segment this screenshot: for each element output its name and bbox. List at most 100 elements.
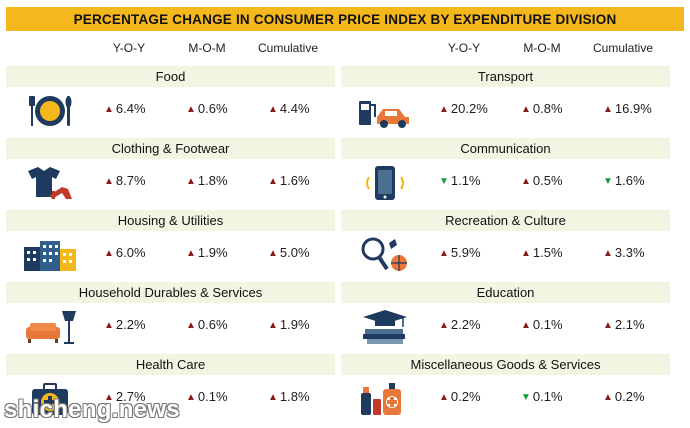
- category-values-row: ▲ 2.2% ▲ 0.1% ▲ 2.1%: [341, 303, 670, 348]
- cum-value: ▲ 3.3%: [603, 245, 645, 260]
- mom-value-text: 0.1%: [197, 389, 228, 404]
- yoy-value: ▲ 2.2%: [439, 317, 481, 332]
- yoy-value: ▼ 1.1%: [439, 173, 481, 188]
- mom-value-text: 0.6%: [197, 317, 228, 332]
- category-values-row: ▲ 20.2% ▲ 0.8% ▲ 16.9%: [341, 87, 670, 132]
- increase-arrow-icon: ▲: [104, 248, 114, 259]
- right-column: Y-O-Y M-O-M Cumulative Transport ▲ 20.2% ▲ 0…: [341, 35, 670, 420]
- yoy-value-text: 0.2%: [450, 389, 481, 404]
- mom-value-text: 0.5%: [532, 173, 563, 188]
- increase-arrow-icon: ▲: [186, 104, 196, 115]
- yoy-value-text: 2.7%: [115, 389, 146, 404]
- cum-value: ▲ 4.4%: [268, 101, 310, 116]
- cum-value: ▲ 2.1%: [603, 317, 645, 332]
- category-values-row: ▼ 1.1% ▲ 0.5% ▼ 1.6%: [341, 159, 670, 204]
- cum-value-text: 1.9%: [279, 317, 310, 332]
- increase-arrow-icon: ▲: [603, 392, 613, 403]
- yoy-value: ▲ 2.2%: [104, 317, 146, 332]
- mom-value-text: 0.8%: [532, 101, 563, 116]
- page-title: PERCENTAGE CHANGE IN CONSUMER PRICE INDE…: [73, 11, 617, 27]
- category-values-row: ▲ 6.0% ▲ 1.9% ▲ 5.0%: [6, 231, 335, 276]
- yoy-value: ▲ 0.2%: [439, 389, 481, 404]
- category-values-row: ▲ 5.9% ▲ 1.5% ▲ 3.3%: [341, 231, 670, 276]
- cum-value: ▲ 1.6%: [268, 173, 310, 188]
- category-block: Clothing & Footwear ▲ 8.7% ▲ 1.8% ▲ 1.6%: [6, 138, 335, 204]
- increase-arrow-icon: ▲: [104, 176, 114, 187]
- increase-arrow-icon: ▲: [521, 248, 531, 259]
- decrease-arrow-icon: ▼: [521, 392, 531, 403]
- yoy-value-text: 2.2%: [115, 317, 146, 332]
- column-header-row: Y-O-Y M-O-M Cumulative: [6, 35, 335, 60]
- increase-arrow-icon: ▲: [439, 320, 449, 331]
- category-block: Housing & Utilities ▲ 6.0% ▲ 1.9% ▲ 5.0%: [6, 210, 335, 276]
- cum-value: ▲ 0.2%: [603, 389, 645, 404]
- fuel-car-icon: [357, 93, 413, 129]
- increase-arrow-icon: ▲: [521, 104, 531, 115]
- yoy-value-text: 20.2%: [450, 101, 488, 116]
- cum-value-text: 16.9%: [614, 101, 652, 116]
- header-yoy: Y-O-Y: [447, 40, 481, 55]
- increase-arrow-icon: ▲: [268, 104, 278, 115]
- cum-value-text: 1.8%: [279, 389, 310, 404]
- mom-value: ▲ 0.6%: [186, 317, 228, 332]
- clothing-icon: [22, 165, 78, 201]
- decrease-arrow-icon: ▼: [439, 176, 449, 187]
- category-values-row: ▲ 8.7% ▲ 1.8% ▲ 1.6%: [6, 159, 335, 204]
- header-yoy: Y-O-Y: [112, 40, 146, 55]
- yoy-value-text: 6.0%: [115, 245, 146, 260]
- category-values-row: ▲ 2.7% ▲ 0.1% ▲ 1.8%: [6, 375, 335, 420]
- yoy-value: ▲ 2.7%: [104, 389, 146, 404]
- increase-arrow-icon: ▲: [521, 320, 531, 331]
- yoy-value: ▲ 20.2%: [439, 101, 488, 116]
- category-label: Housing & Utilities: [6, 210, 335, 231]
- increase-arrow-icon: ▲: [104, 320, 114, 331]
- header-mom: M-O-M: [188, 40, 226, 55]
- mom-value: ▲ 1.5%: [521, 245, 563, 260]
- mom-value: ▲ 1.9%: [186, 245, 228, 260]
- category-values-row: ▲ 2.2% ▲ 0.6% ▲ 1.9%: [6, 303, 335, 348]
- cum-value-text: 4.4%: [279, 101, 310, 116]
- category-block: Miscellaneous Goods & Services ▲ 0.2% ▼ 0.1%…: [341, 354, 670, 420]
- mom-value-text: 1.9%: [197, 245, 228, 260]
- category-values-row: ▲ 6.4% ▲ 0.6% ▲ 4.4%: [6, 87, 335, 132]
- food-plate-icon: [22, 93, 78, 129]
- sofa-lamp-icon: [22, 309, 78, 345]
- category-label: Transport: [341, 66, 670, 87]
- yoy-value-text: 6.4%: [115, 101, 146, 116]
- mom-value-text: 0.1%: [532, 389, 563, 404]
- cum-value-text: 1.6%: [279, 173, 310, 188]
- mom-value: ▲ 0.5%: [521, 173, 563, 188]
- increase-arrow-icon: ▲: [186, 392, 196, 403]
- category-label: Clothing & Footwear: [6, 138, 335, 159]
- cum-value: ▲ 16.9%: [603, 101, 652, 116]
- category-label: Communication: [341, 138, 670, 159]
- mom-value-text: 1.5%: [532, 245, 563, 260]
- cum-value-text: 1.6%: [614, 173, 645, 188]
- mom-value: ▲ 0.1%: [186, 389, 228, 404]
- header-cumulative: Cumulative: [257, 40, 319, 55]
- category-block: Food ▲ 6.4% ▲ 0.6% ▲ 4.4%: [6, 66, 335, 132]
- housing-icon: [22, 237, 78, 273]
- category-label: Education: [341, 282, 670, 303]
- category-label: Household Durables & Services: [6, 282, 335, 303]
- category-block: Recreation & Culture ▲ 5.9% ▲ 1.5% ▲ 3.3%: [341, 210, 670, 276]
- cum-value-text: 3.3%: [614, 245, 645, 260]
- category-label: Food: [6, 66, 335, 87]
- yoy-value: ▲ 6.4%: [104, 101, 146, 116]
- increase-arrow-icon: ▲: [104, 104, 114, 115]
- increase-arrow-icon: ▲: [439, 104, 449, 115]
- cum-value-text: 2.1%: [614, 317, 645, 332]
- increase-arrow-icon: ▲: [104, 392, 114, 403]
- increase-arrow-icon: ▲: [186, 320, 196, 331]
- category-block: Education ▲ 2.2% ▲ 0.1% ▲ 2.1%: [341, 282, 670, 348]
- category-label: Health Care: [6, 354, 335, 375]
- title-bar: PERCENTAGE CHANGE IN CONSUMER PRICE INDE…: [6, 7, 684, 31]
- header-mom: M-O-M: [523, 40, 561, 55]
- decrease-arrow-icon: ▼: [603, 176, 613, 187]
- column-header-row: Y-O-Y M-O-M Cumulative: [341, 35, 670, 60]
- category-block: Communication ▼ 1.1% ▲ 0.5% ▼ 1.6%: [341, 138, 670, 204]
- cum-value: ▼ 1.6%: [603, 173, 645, 188]
- increase-arrow-icon: ▲: [268, 176, 278, 187]
- mom-value: ▲ 1.8%: [186, 173, 228, 188]
- increase-arrow-icon: ▲: [603, 248, 613, 259]
